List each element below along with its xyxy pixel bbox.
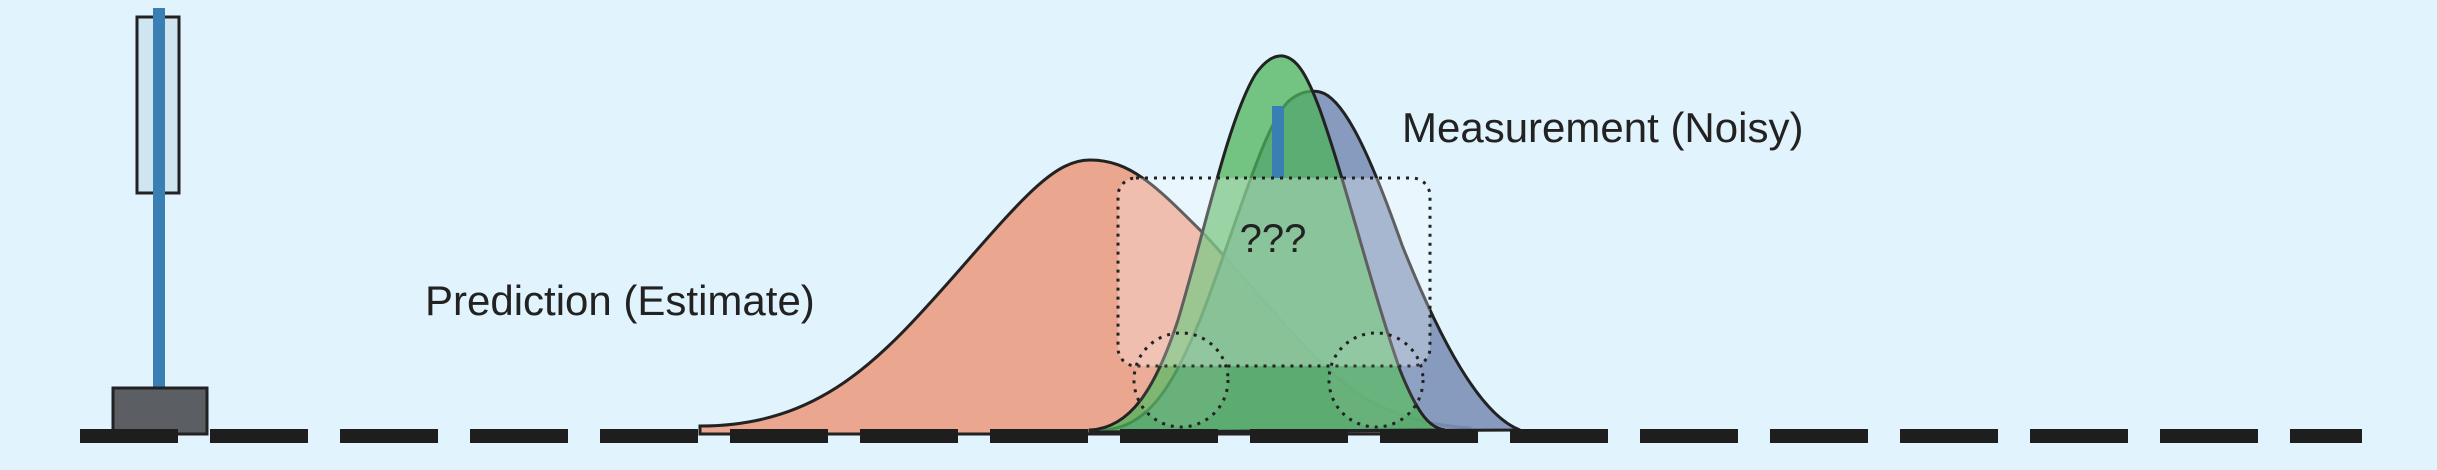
measurement-marker: [1272, 106, 1284, 178]
robot-mast: [153, 8, 165, 393]
robot-body: [111, 386, 209, 436]
wheel-right-circle: [1327, 331, 1425, 429]
prediction-label: Prediction (Estimate): [425, 277, 815, 324]
uncertainty-region-box: [1116, 176, 1432, 368]
unknown-label: ???: [1240, 217, 1307, 261]
wheel-left-circle: [1132, 331, 1230, 429]
measurement-label: Measurement (Noisy): [1402, 104, 1803, 151]
robot-vehicle-icon: [111, 8, 209, 436]
